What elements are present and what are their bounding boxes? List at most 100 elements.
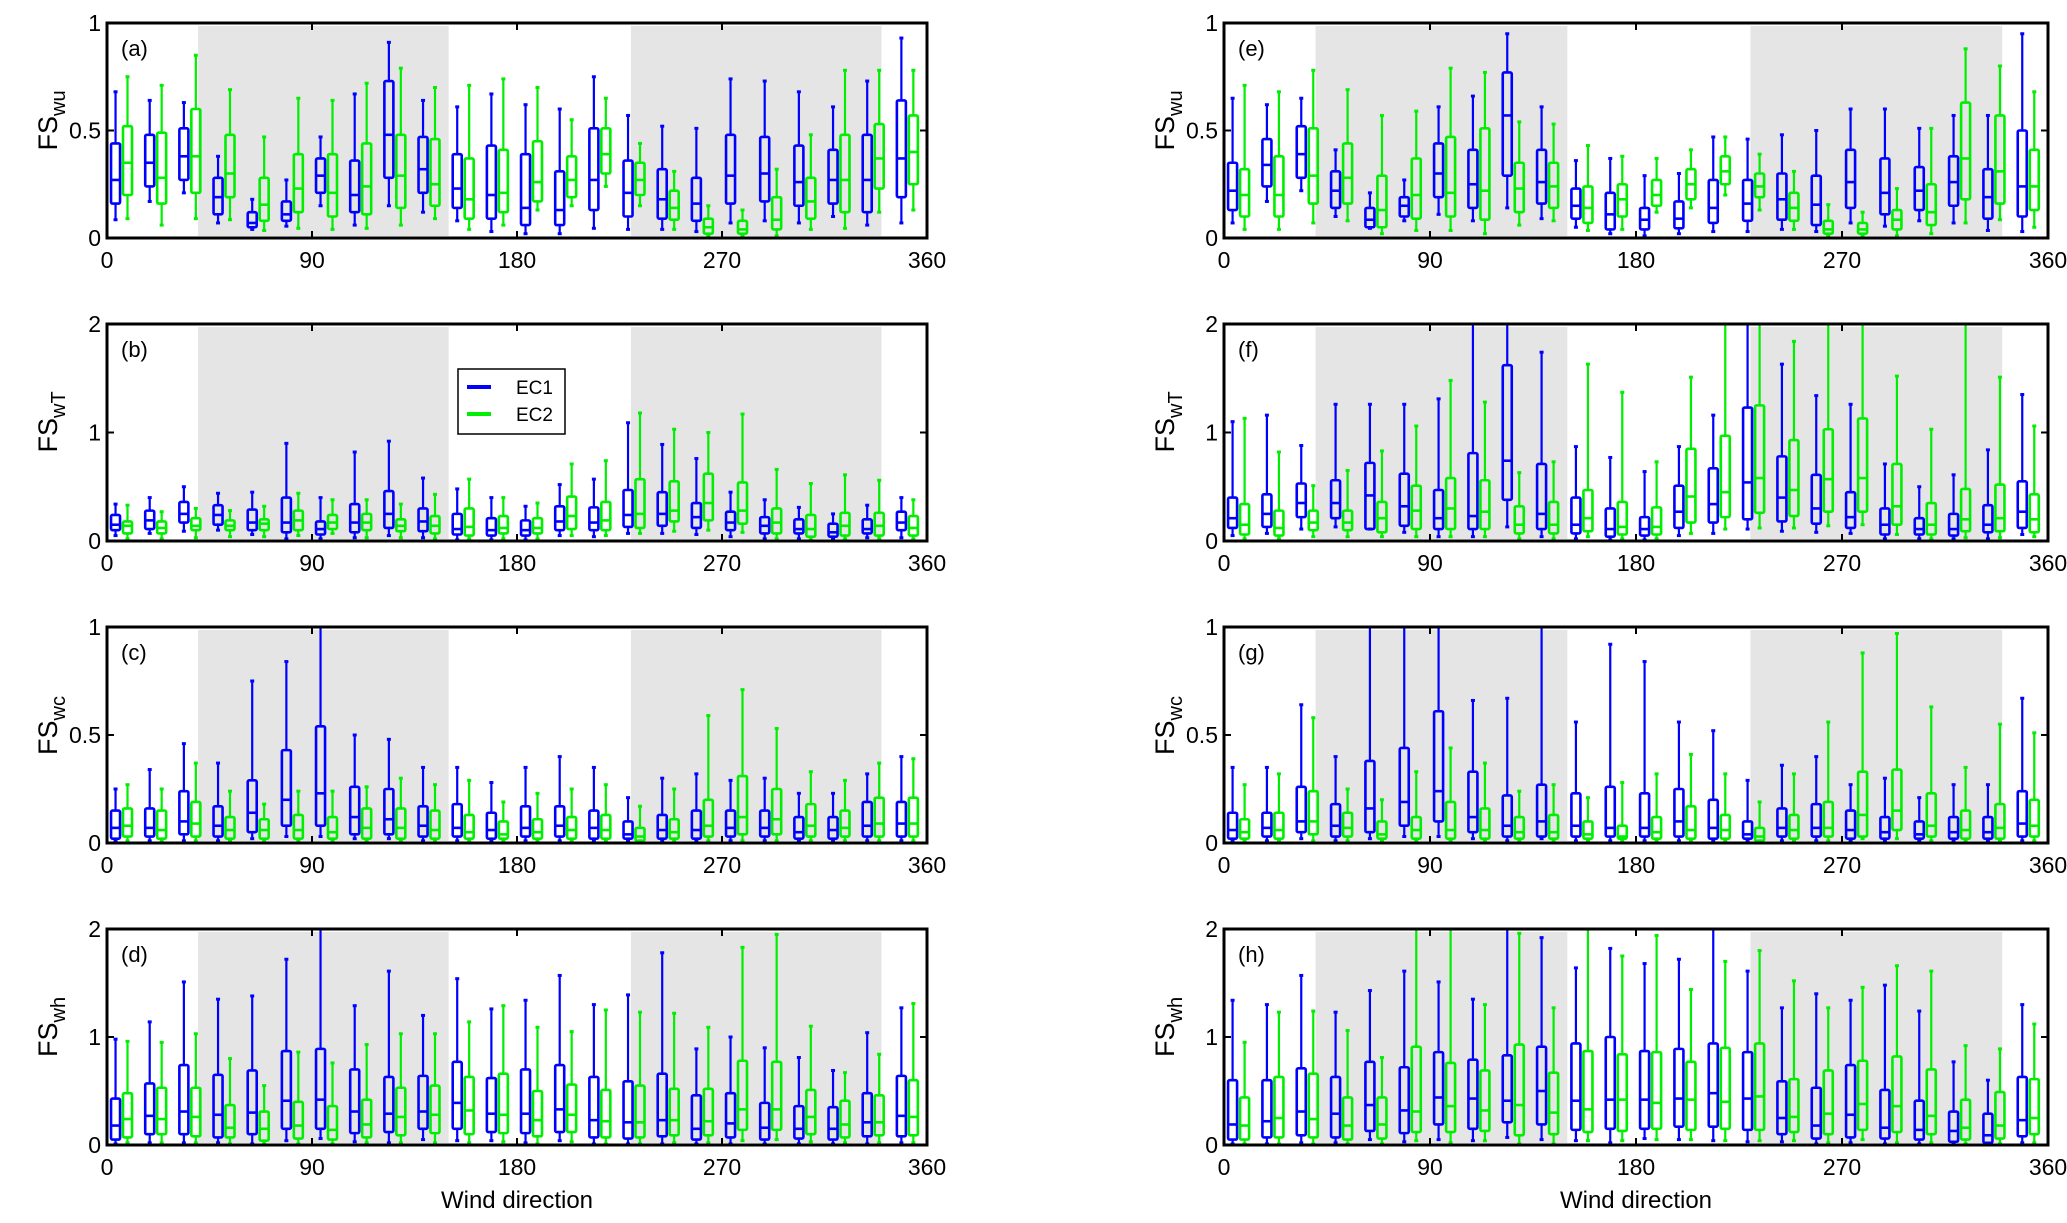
box-ec2	[429, 492, 441, 541]
x-tick-label: 0	[101, 247, 114, 273]
box-ec2	[1616, 781, 1629, 843]
box-iqr	[1307, 127, 1320, 205]
box-ec2	[1513, 471, 1526, 541]
box-iqr	[1822, 1069, 1835, 1136]
box-ec2	[429, 1032, 441, 1145]
box-ec2	[360, 1043, 373, 1145]
box-ec1	[1570, 445, 1582, 541]
box-iqr	[873, 122, 885, 190]
box-ec2	[121, 1039, 134, 1145]
box-ec1	[1776, 133, 1788, 231]
panel-label: (h)	[1238, 942, 1265, 967]
box-iqr	[1501, 1054, 1514, 1124]
box-iqr	[1616, 1052, 1629, 1133]
box-iqr	[1913, 820, 1926, 840]
box-iqr	[246, 508, 259, 532]
box-iqr	[1295, 482, 1308, 519]
box-iqr	[793, 517, 805, 535]
box-ec1	[622, 421, 634, 535]
box-iqr	[326, 152, 339, 218]
box-ec2	[1856, 985, 1869, 1142]
box-ec1	[348, 450, 361, 540]
x-tick-label: 270	[1823, 1154, 1861, 1180]
panel-label: (c)	[121, 640, 147, 665]
box-ec1	[1810, 129, 1823, 234]
box-iqr	[1341, 811, 1354, 838]
box-ec1	[1535, 105, 1548, 221]
shaded-sector	[198, 932, 449, 1143]
box-iqr	[1432, 1050, 1445, 1126]
box-ec2	[565, 462, 578, 538]
box-iqr	[383, 489, 395, 530]
box-iqr	[292, 1100, 305, 1140]
box-iqr	[1479, 1069, 1491, 1133]
box-iqr	[360, 1098, 373, 1139]
panel-d: 0 90 180 270 360 0 1 2 (d) FSwh Wind direction	[33, 916, 946, 1214]
box-ec2	[1891, 964, 1903, 1145]
box-iqr	[1982, 503, 1994, 534]
box-iqr	[1432, 488, 1445, 531]
y-axis-label: FSwh	[1150, 997, 1187, 1057]
x-tick-label: 0	[101, 852, 114, 878]
box-ec2	[1891, 187, 1903, 238]
box-iqr	[1879, 1088, 1891, 1140]
y-tick-label: 1	[88, 420, 101, 446]
box-ec2	[1719, 322, 1732, 531]
box-ec2	[1307, 716, 1320, 843]
box-ec1	[656, 442, 669, 535]
box-ec1	[1741, 137, 1754, 234]
box-ec2	[1238, 783, 1251, 843]
box-ec1	[417, 765, 429, 843]
box-iqr	[314, 725, 327, 828]
box-iqr	[656, 167, 669, 220]
box-iqr	[1776, 807, 1788, 838]
box-ec2	[190, 1032, 202, 1145]
shaded-sector	[630, 630, 882, 841]
box-iqr	[109, 513, 122, 532]
box-iqr	[463, 507, 475, 537]
box-ec2	[1822, 322, 1835, 528]
box-iqr	[1822, 427, 1835, 514]
box-ec1	[143, 1020, 156, 1145]
panel-label: (e)	[1238, 36, 1265, 61]
x-tick-label: 270	[703, 852, 741, 878]
box-ec2	[1994, 64, 2006, 222]
box-iqr	[519, 152, 532, 227]
box-iqr	[1295, 124, 1308, 180]
box-ec2	[702, 431, 715, 532]
box-iqr	[690, 501, 703, 530]
box-ec2	[1547, 1006, 1560, 1146]
box-iqr	[668, 189, 680, 222]
y-axis-label-subscript: wu	[48, 90, 70, 117]
box-ec1	[1913, 796, 1926, 843]
box-ec2	[395, 502, 407, 540]
box-ec2	[839, 68, 851, 230]
x-tick-label: 90	[299, 1154, 325, 1180]
box-ec2	[565, 787, 578, 843]
box-ec2	[1959, 47, 1972, 225]
box-iqr	[1467, 770, 1479, 834]
box-iqr	[1788, 1077, 1800, 1134]
x-tick-label: 360	[908, 1154, 946, 1180]
box-ec1	[1226, 998, 1239, 1146]
box-ec1	[519, 765, 532, 843]
box-iqr	[1261, 493, 1273, 529]
box-iqr	[1479, 478, 1491, 531]
box-iqr	[280, 496, 293, 534]
box-ec2	[1513, 789, 1526, 843]
box-ec1	[1364, 402, 1376, 531]
box-ec2	[2028, 424, 2041, 539]
box-ec2	[1925, 427, 1938, 541]
box-iqr	[1925, 792, 1938, 838]
box-ec1	[1432, 980, 1445, 1142]
box-iqr	[588, 127, 600, 212]
box-iqr	[1513, 1043, 1526, 1137]
box-ec1	[1844, 402, 1857, 535]
box-iqr	[861, 800, 874, 838]
box-iqr	[873, 511, 885, 537]
box-ec2	[1753, 949, 1766, 1143]
box-ec1	[1913, 126, 1926, 223]
box-ec1	[622, 993, 634, 1146]
box-ec2	[1376, 449, 1388, 539]
box-ec1	[861, 772, 874, 843]
